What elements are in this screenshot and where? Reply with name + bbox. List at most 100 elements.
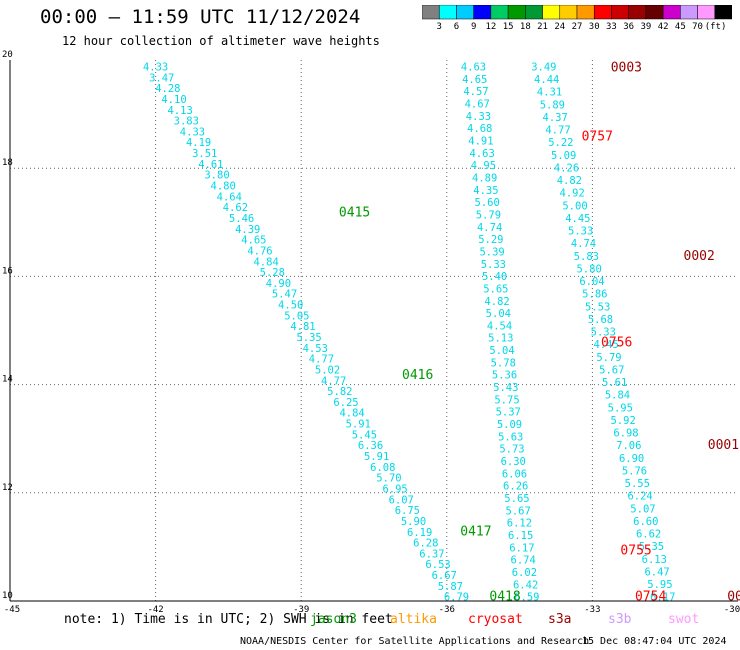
colorbar-tick-label: 45	[674, 22, 686, 32]
pass-time-label: 0416	[402, 368, 433, 383]
wave-height-value: 6.67	[432, 570, 457, 582]
wave-height-value: 6.37	[419, 548, 444, 560]
y-tick-label: 12	[2, 483, 13, 493]
wave-height-value: 3.47	[149, 72, 174, 84]
colorbar-unit: (ft)	[704, 22, 727, 32]
wave-height-value: 5.89	[540, 99, 565, 111]
wave-height-value: 5.90	[401, 516, 426, 528]
satellite-legend-cryosat: cryosat	[468, 612, 523, 627]
x-tick-label: -45	[4, 605, 20, 615]
wave-height-value: 6.19	[407, 527, 432, 539]
wave-height-value: 3.83	[174, 116, 199, 128]
wave-height-value: 6.95	[382, 483, 407, 495]
grid-lines	[10, 60, 738, 601]
wave-height-value: 6.08	[370, 462, 395, 474]
wave-height-value: 6.04	[579, 276, 604, 288]
wave-height-value: 4.57	[463, 86, 488, 98]
wave-height-value: 5.28	[260, 267, 285, 279]
colorbar-tick-label: 3	[436, 22, 442, 32]
wave-height-value: 5.35	[639, 541, 664, 553]
colorbar-tick-label: 6	[453, 22, 460, 32]
credit-text: NOAA/NESDIS Center for Satellite Applica…	[240, 636, 590, 647]
pass-time-label: 0417	[460, 525, 491, 540]
wave-height-value: 5.40	[482, 271, 507, 283]
wave-height-value: 5.36	[492, 370, 517, 382]
wave-height-value: 5.61	[602, 377, 627, 389]
satellite-legend-altika: altika	[390, 612, 437, 627]
wave-height-value: 4.50	[278, 300, 303, 312]
wave-height-value: 4.81	[290, 321, 315, 333]
pass-time-label: 0754	[635, 590, 666, 605]
y-tick-label: 16	[2, 266, 13, 276]
wave-height-value: 7.06	[616, 440, 641, 452]
wave-height-value: 5.04	[489, 345, 514, 357]
wave-height-value: 4.33	[180, 126, 205, 138]
colorbar-ticks: 3 6 9 12 15 18 21 24 27 30 33 36 39 42 45 70 (ft)	[422, 22, 740, 34]
wave-height-value: 4.53	[303, 343, 328, 355]
wave-height-value: 5.76	[622, 465, 647, 477]
wave-height-value: 6.75	[395, 505, 420, 517]
x-tick-label: -30	[724, 605, 740, 615]
colorbar-tick-label: 39	[640, 22, 652, 32]
colorbar-tick-label: 9	[470, 22, 477, 32]
wave-height-value: 4.77	[321, 375, 346, 387]
wave-height-value: 5.82	[327, 386, 352, 398]
wave-height-value: 5.67	[599, 364, 624, 376]
y-tick-label: 18	[2, 158, 13, 168]
wave-height-value: 5.91	[364, 451, 389, 463]
wave-height-value: 6.12	[507, 518, 532, 530]
wave-height-value: 5.47	[272, 289, 297, 301]
wave-height-value: 5.29	[478, 234, 503, 246]
colorbar	[422, 5, 732, 20]
wave-height-value: 5.95	[647, 579, 672, 591]
wave-height-value: 5.05	[284, 310, 309, 322]
pass-time-label: 0757	[582, 130, 613, 145]
wave-height-value: 5.92	[610, 415, 635, 427]
pass-time-label: 0755	[620, 544, 651, 559]
wave-height-value: 6.79	[444, 592, 469, 604]
wave-height-value: 6.17	[650, 592, 675, 604]
pass-time-label: 0418	[489, 590, 520, 605]
y-tick-label: 20	[2, 50, 13, 60]
pass-time-label: 0001	[708, 438, 739, 453]
wave-height-value: 5.33	[591, 327, 616, 339]
wave-height-value: 4.31	[537, 87, 562, 99]
colorbar-tick-label: 21	[537, 22, 548, 32]
wave-height-value: 4.19	[186, 137, 211, 149]
colorbar-tick-label: 18	[519, 22, 531, 32]
wave-height-value: 5.86	[582, 289, 607, 301]
wave-height-value: 5.45	[352, 429, 377, 441]
wave-height-value: 4.33	[143, 61, 168, 73]
wave-height-value: 5.87	[438, 581, 463, 593]
pass-time-label: 0000	[727, 590, 740, 605]
wave-height-value: 4.77	[309, 354, 334, 366]
colorbar-tick-label: 30	[588, 22, 600, 32]
wave-height-value: 6.26	[503, 481, 528, 493]
wave-height-value: 6.24	[627, 491, 652, 503]
chart-subtitle: 12 hour collection of altimeter wave hei…	[62, 34, 380, 48]
wave-height-value: 6.42	[513, 579, 538, 591]
x-tick-label: -33	[584, 605, 600, 615]
generated-timestamp: 15 Dec 08:47:04 UTC 2024	[582, 636, 727, 647]
wave-height-value: 4.61	[198, 159, 223, 171]
wave-height-value: 6.30	[501, 456, 526, 468]
y-tick-label: 10	[2, 591, 13, 601]
colorbar-tick-label: 70	[692, 22, 703, 32]
wave-height-value: 5.95	[608, 402, 633, 414]
x-tick-label: -39	[293, 605, 309, 615]
wave-height-value: 5.75	[494, 394, 519, 406]
wave-height-value: 5.09	[551, 150, 576, 162]
colorbar-tick-label: 36	[623, 22, 635, 32]
wave-height-value: 5.43	[493, 382, 518, 394]
wave-height-value: 5.09	[497, 419, 522, 431]
y-tick-label: 14	[2, 375, 13, 385]
wave-height-value: 6.98	[613, 428, 638, 440]
wave-height-value: 4.35	[473, 185, 498, 197]
wave-height-value: 4.92	[560, 188, 585, 200]
wave-height-value: 5.35	[296, 332, 321, 344]
wave-height-value: 5.83	[574, 251, 599, 263]
satellite-legend-swot: swot	[668, 612, 700, 627]
wave-height-value: 4.45	[565, 213, 590, 225]
wave-height-value: 6.62	[636, 529, 661, 541]
